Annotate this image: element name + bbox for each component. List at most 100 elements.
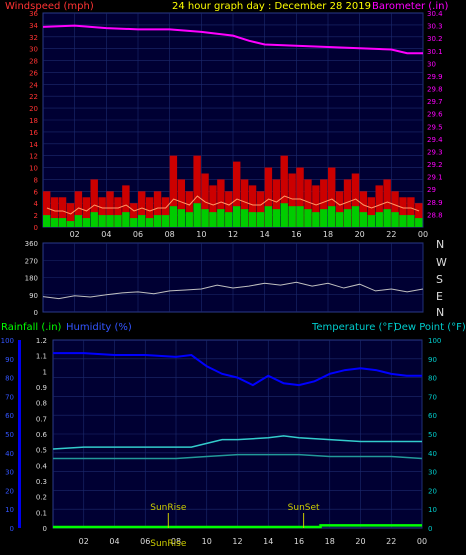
sunrise-label: SunRise [150,503,187,513]
barometer-tick-label: 29.2 [427,161,443,169]
wind-average-bar [240,209,249,227]
wind-tick-label: 10 [29,165,38,173]
wind-average-bar [280,203,288,227]
humidity-tick-label: 40 [5,450,14,458]
humidity-tick-label: 60 [5,412,14,420]
wind-tick-label: 20 [29,105,38,113]
temperature-tick-label: 80 [428,375,437,383]
wind-x-tick: 10 [196,230,206,239]
compass-n-top: N [436,238,444,251]
wind-gust-bar [145,197,154,227]
barometer-tick-label: 28.9 [427,199,443,207]
temperature-title: Temperature (°F) [311,322,397,333]
wind-gust-bar [256,191,265,227]
rainfall-tick-label: 1.2 [36,337,47,345]
wind-gust-bar [66,203,75,227]
rainfall-line [53,524,422,529]
wind-average-bar [343,209,352,227]
barometer-tick-label: 29.9 [427,73,443,81]
barometer-tick-label: 29.8 [427,86,443,94]
humidity-line [53,352,422,387]
temperature-tick-label: 10 [428,506,437,514]
wind-tick-label: 24 [29,81,38,89]
wind-average-bar [256,212,265,227]
windspeed-title: Windspeed (mph) [5,1,94,12]
humidity-x-tick: 22 [386,537,396,546]
wind-gust-bar [343,179,352,227]
wind-x-tick: 20 [355,230,365,239]
wind-tick-label: 22 [29,93,38,101]
wind-gust-bar [209,185,217,227]
wind-average-bar [272,209,280,227]
wind-average-bar [193,203,201,227]
barometer-tick-label: 30.4 [427,10,443,18]
barometer-tick-label: 30 [427,60,436,68]
wind-average-bar [225,212,233,227]
wind-gust-bar [153,191,162,227]
humidity-tick-label: 80 [5,375,14,383]
wind-x-tick: 12 [228,230,238,239]
wind-tick-label: 2 [34,212,38,220]
rainfall-tick-label: 0.5 [36,447,47,455]
wind-average-bar [201,209,209,227]
barometer-tick-label: 29.1 [427,174,443,182]
wind-average-bar [74,215,83,227]
wind-average-bar [153,215,162,227]
wind-average-bar [217,209,225,227]
wind-gust-bar [296,167,304,227]
wind-gust-bar [351,173,360,227]
wind-gust-bar [288,173,296,227]
wind-average-bar [58,218,67,227]
rainfall-tick-label: 0.4 [36,462,48,470]
wind-gust-bar [50,197,59,227]
barometer-tick-label: 30.2 [427,35,443,43]
wind-average-bar [407,215,415,227]
barometer-line [42,24,423,55]
wind-tick-label: 28 [29,58,38,66]
wind-average-bar [169,206,178,227]
temperature-tick-label: 0 [428,525,432,533]
wind-gust-bar [43,191,51,227]
humidity-x-tick: 04 [109,537,119,546]
rainfall-tick-label: 0.9 [36,384,47,392]
rainfall-tick-label: 1 [43,368,47,376]
rainfall-tick-label: 0.2 [36,494,47,502]
wind-gust-bar [240,179,249,227]
rainfall-tick-label: 0.6 [36,431,48,439]
temperature-line [52,435,422,450]
temperature-tick-label: 40 [428,450,437,458]
temperature-tick-label: 20 [428,487,437,495]
barometer-tick-label: 30.3 [427,23,443,31]
wind-tick-label: 4 [34,200,39,208]
humidity-tick-label: 20 [5,487,14,495]
wind-gust-bar [58,197,67,227]
wind-gust-bar [399,197,407,227]
wind-average-bar [399,215,407,227]
wind-gust-bar [415,203,423,227]
wind-gust-bar [90,179,98,227]
wind-average-line [46,195,420,215]
rainfall-tick-label: 0.3 [36,478,47,486]
temperature-tick-label: 100 [428,337,441,345]
wind-average-bar [320,209,328,227]
wind-gust-bar [122,185,130,227]
wind-average-bar [367,215,375,227]
wind-x-tick: 18 [323,230,333,239]
wind-average-bar [415,218,423,227]
wind-average-bar [288,206,296,227]
wind-tick-label: 14 [29,141,38,149]
wind-gust-bar [74,191,83,227]
humidity-x-tick: 20 [355,537,365,546]
wind-gust-bar [375,185,383,227]
wind-gust-bar [335,191,344,227]
humidity-x-tick: 06 [140,537,150,546]
wind-tick-label: 26 [29,69,38,77]
wind-average-bar [161,215,170,227]
wind-average-bar [98,215,106,227]
wind-gust-bar [359,191,368,227]
wind-gust-bar [217,179,225,227]
rainfall-tick-label: 0.7 [36,415,47,423]
humidity-x-tick: 12 [232,537,242,546]
rainfall-tick-label: 1.1 [36,353,47,361]
